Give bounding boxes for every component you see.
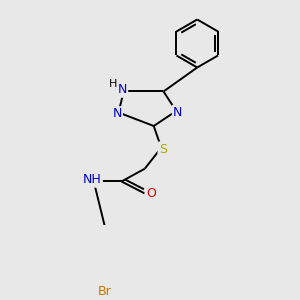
Text: Br: Br	[98, 285, 112, 298]
Text: N: N	[112, 107, 122, 121]
Text: NH: NH	[83, 173, 102, 187]
Text: H: H	[109, 79, 117, 89]
Text: N: N	[173, 106, 182, 119]
Text: N: N	[118, 83, 127, 97]
Text: O: O	[146, 187, 156, 200]
Text: S: S	[159, 143, 167, 156]
